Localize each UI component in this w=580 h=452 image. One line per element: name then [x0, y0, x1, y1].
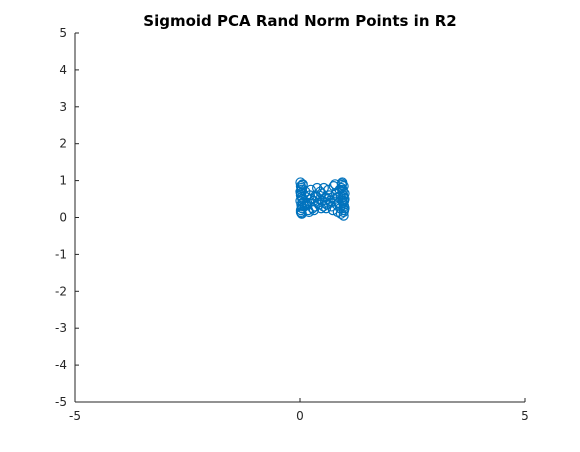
scatter-point [339, 195, 350, 206]
chart-title: Sigmoid PCA Rand Norm Points in R2 [143, 12, 456, 30]
y-tick-label: -5 [55, 395, 67, 409]
y-tick-label: 3 [59, 100, 67, 114]
y-tick-label: -2 [55, 284, 67, 298]
y-ticks: 5 4 3 2 1 0 -1 -2 -3 -4 -5 [55, 26, 79, 409]
x-ticks: -5 0 5 [69, 398, 529, 423]
x-tick-label: -5 [69, 409, 81, 423]
scatter-point [338, 210, 349, 221]
scatter-point [295, 186, 306, 197]
x-tick-label: 0 [296, 409, 304, 423]
scatter-points [295, 177, 350, 221]
y-tick-label: 4 [59, 63, 67, 77]
scatter-point [296, 207, 307, 219]
y-tick-label: 5 [59, 26, 67, 40]
scatter-point [315, 186, 326, 197]
scatter-point [303, 206, 315, 218]
scatter-point [336, 179, 347, 191]
y-tick-label: 2 [59, 137, 67, 151]
scatter-point [338, 206, 349, 218]
scatter-point [327, 192, 338, 203]
y-tick-label: 0 [59, 211, 67, 225]
scatter-point [338, 190, 349, 201]
y-tick-label: -3 [55, 321, 67, 335]
scatter-point [318, 182, 329, 194]
x-tick-label: 5 [521, 409, 529, 423]
scatter-point [297, 179, 308, 191]
y-tick-label: -4 [55, 358, 67, 372]
scatter-point [339, 203, 350, 214]
y-tick-label: 1 [59, 174, 67, 188]
y-tick-label: -1 [55, 247, 67, 261]
